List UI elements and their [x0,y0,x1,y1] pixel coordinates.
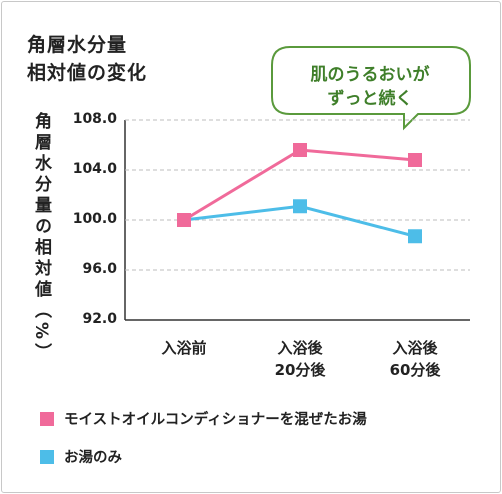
y-tick-label: 96.0 [82,261,117,277]
y-tick-label: 108.0 [72,111,117,127]
data-point-marker [293,143,307,157]
data-point-marker [408,229,422,244]
y-tick-label: 104.0 [72,161,117,177]
legend-swatch-oil [40,411,54,426]
legend-item-oil: モイストオイルコンディショナーを混ぜたお湯 [40,408,367,429]
x-tick-label: 入浴後 60分後 [389,339,441,379]
y-axis-label: 角層水分量の相対値（%） [31,112,51,365]
y-tick-label: 92.0 [82,311,117,327]
data-point-marker [293,199,307,214]
y-tick-label: 100.0 [72,211,117,227]
legend-label-oil: モイストオイルコンディショナーを混ぜたお湯 [64,412,367,428]
legend-item-water: お湯のみ [40,446,122,467]
legend-swatch-water [40,449,54,464]
x-tick-label: 入浴後 20分後 [274,339,326,379]
data-point-marker [177,213,191,227]
legend-label-water: お湯のみ [64,450,122,466]
callout-bubble [271,46,471,131]
data-point-marker [408,153,422,167]
chart-title-line-2: 相対値の変化 [27,62,148,84]
x-tick-label: 入浴前 [161,339,207,357]
chart-title-line-1: 角層水分量 [27,34,128,56]
callout-text-line-1: 肌のうるおいが [310,65,430,85]
callout-text-line-2: ずっと続く [327,89,413,109]
